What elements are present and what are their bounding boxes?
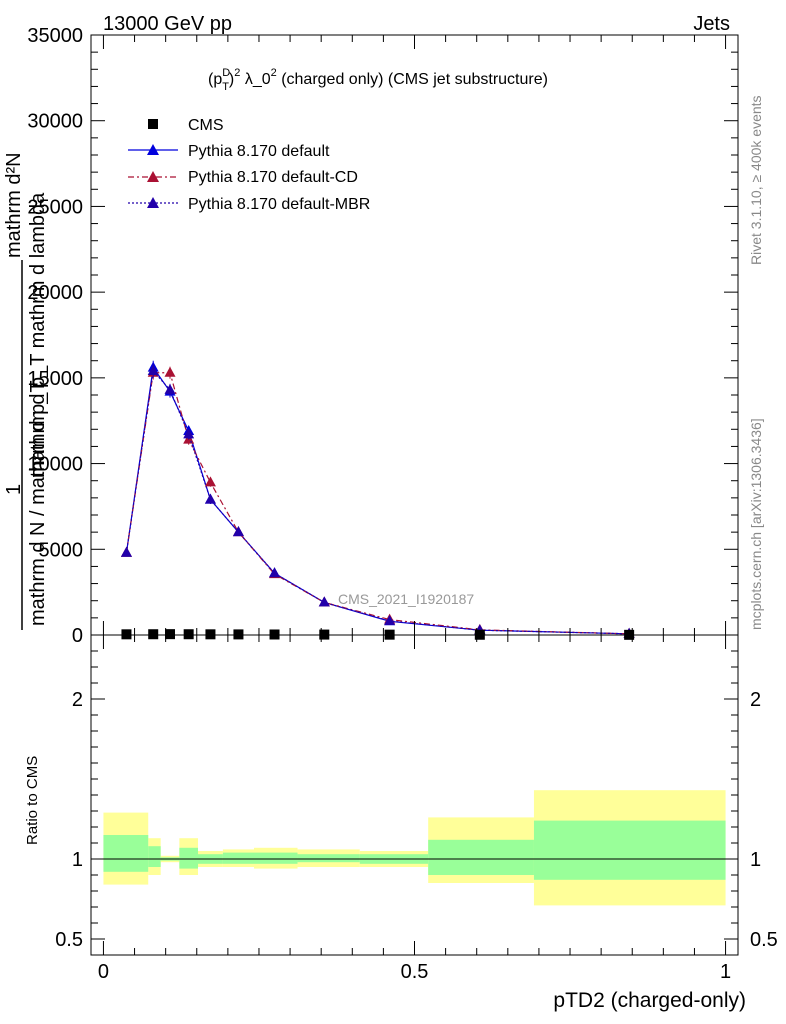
ratio-inner-band-5 — [222, 852, 254, 864]
ratio-inner-band-9 — [428, 839, 534, 875]
ylabel-denominator-top: mathrm d p_T mathrm d lambda — [27, 192, 49, 478]
x-axis-label: pTD2 (charged-only) — [553, 989, 746, 1012]
x-tick-label-0: 0 — [98, 961, 109, 983]
ratio-tick-label-left-1: 1 — [72, 849, 83, 871]
y-tick-label-1: 5000 — [39, 539, 84, 561]
ratio-bands — [91, 790, 738, 906]
series-2-point-0 — [120, 546, 132, 557]
ylabel-one: 1 — [3, 484, 25, 495]
y-tick-label-2: 10000 — [27, 454, 83, 476]
header-energy-label: 13000 GeV pp — [103, 13, 232, 35]
x-tick-label-1: 0.5 — [401, 961, 429, 983]
title-sub-t: T — [222, 81, 229, 93]
ratio-tick-label-right-1: 1 — [750, 849, 761, 871]
legend-mbr-label: Pythia 8.170 default-MBR — [188, 196, 370, 213]
title-close: ) — [229, 71, 234, 88]
y-tick-label-0: 0 — [72, 625, 83, 647]
cms-point-3 — [183, 629, 194, 640]
ratio-tick-label-right-0: 0.5 — [750, 929, 778, 951]
legend-cms-marker — [148, 119, 158, 129]
series-2-point-5 — [232, 526, 244, 537]
series-2-point-6 — [269, 567, 281, 578]
series-2-point-2 — [164, 383, 176, 394]
legend: CMS Pythia 8.170 default Pythia 8.170 de… — [128, 117, 370, 213]
ylabel-numerator: mathrm d²N — [3, 152, 25, 258]
title-p: (p — [208, 71, 222, 88]
y-tick-label-7: 35000 — [27, 25, 83, 47]
ratio-tick-label-left-0: 0.5 — [55, 929, 83, 951]
series-1-point-4 — [204, 476, 216, 487]
y-tick-label-3: 15000 — [27, 368, 83, 390]
y-tick-label-4: 20000 — [27, 282, 83, 304]
y-tick-label-6: 30000 — [27, 111, 83, 133]
ylabel-denominator: mathrm d N / mathrm d p_T — [27, 380, 49, 626]
series-2-point-8 — [384, 614, 396, 625]
main-y-axis-label: mathrm d²N mathrm d p_T mathrm d lambda … — [3, 152, 49, 630]
header-jets-label: Jets — [693, 13, 730, 35]
ratio-y-axis-label: Ratio to CMS — [24, 756, 41, 845]
cms-point-1 — [148, 629, 159, 640]
legend-default-label: Pythia 8.170 default — [188, 143, 330, 160]
cms-point-2 — [165, 629, 176, 640]
series-1-point-2 — [164, 366, 176, 377]
ratio-inner-band-3 — [179, 847, 199, 869]
title-sup-d: D — [222, 67, 230, 79]
legend-cms-label: CMS — [188, 117, 224, 134]
series-2-point-4 — [204, 493, 216, 504]
series-2-point-7 — [318, 596, 330, 607]
y-tick-label-5: 25000 — [27, 196, 83, 218]
legend-default-marker — [147, 144, 159, 155]
title-sup-2a: 2 — [234, 67, 240, 79]
cms-point-5 — [233, 629, 244, 640]
legend-mbr-marker — [147, 197, 159, 208]
ratio-inner-band-7 — [297, 854, 360, 863]
legend-cd-label: Pythia 8.170 default-CD — [188, 169, 358, 186]
cms-point-4 — [205, 629, 216, 640]
ratio-tick-label-right-2: 2 — [750, 689, 761, 711]
title-lambda: λ_0 — [240, 71, 270, 88]
title-sup-2b: 2 — [271, 67, 277, 79]
ratio-inner-band-6 — [253, 852, 298, 864]
mcplots-label: mcplots.cern.ch [arXiv:1306.3436] — [748, 418, 764, 630]
analysis-watermark: CMS_2021_I1920187 — [338, 591, 474, 607]
series-2-point-3 — [183, 428, 195, 439]
title-rest: (charged only) (CMS jet substructure) — [277, 71, 548, 88]
ratio-inner-band-10 — [533, 820, 726, 880]
cms-point-6 — [269, 629, 280, 640]
chart-title: (pD T)2 λ_02 (charged only) (CMS jet subs… — [208, 67, 548, 93]
rivet-version-label: Rivet 3.1.10, ≥ 400k events — [748, 95, 764, 265]
x-tick-label-2: 1 — [720, 961, 731, 983]
axes: 0 5000 10000 15000 20000 25000 30000 35000 0 0.5 1… — [27, 25, 777, 983]
ratio-inner-band-1 — [148, 846, 161, 867]
legend-cd-marker — [147, 171, 159, 182]
cms-point-0 — [121, 629, 132, 640]
ratio-inner-band-0 — [103, 835, 149, 872]
cms-points — [121, 629, 635, 640]
ratio-tick-label-left-2: 2 — [72, 689, 83, 711]
series-2-point-1 — [147, 365, 159, 375]
